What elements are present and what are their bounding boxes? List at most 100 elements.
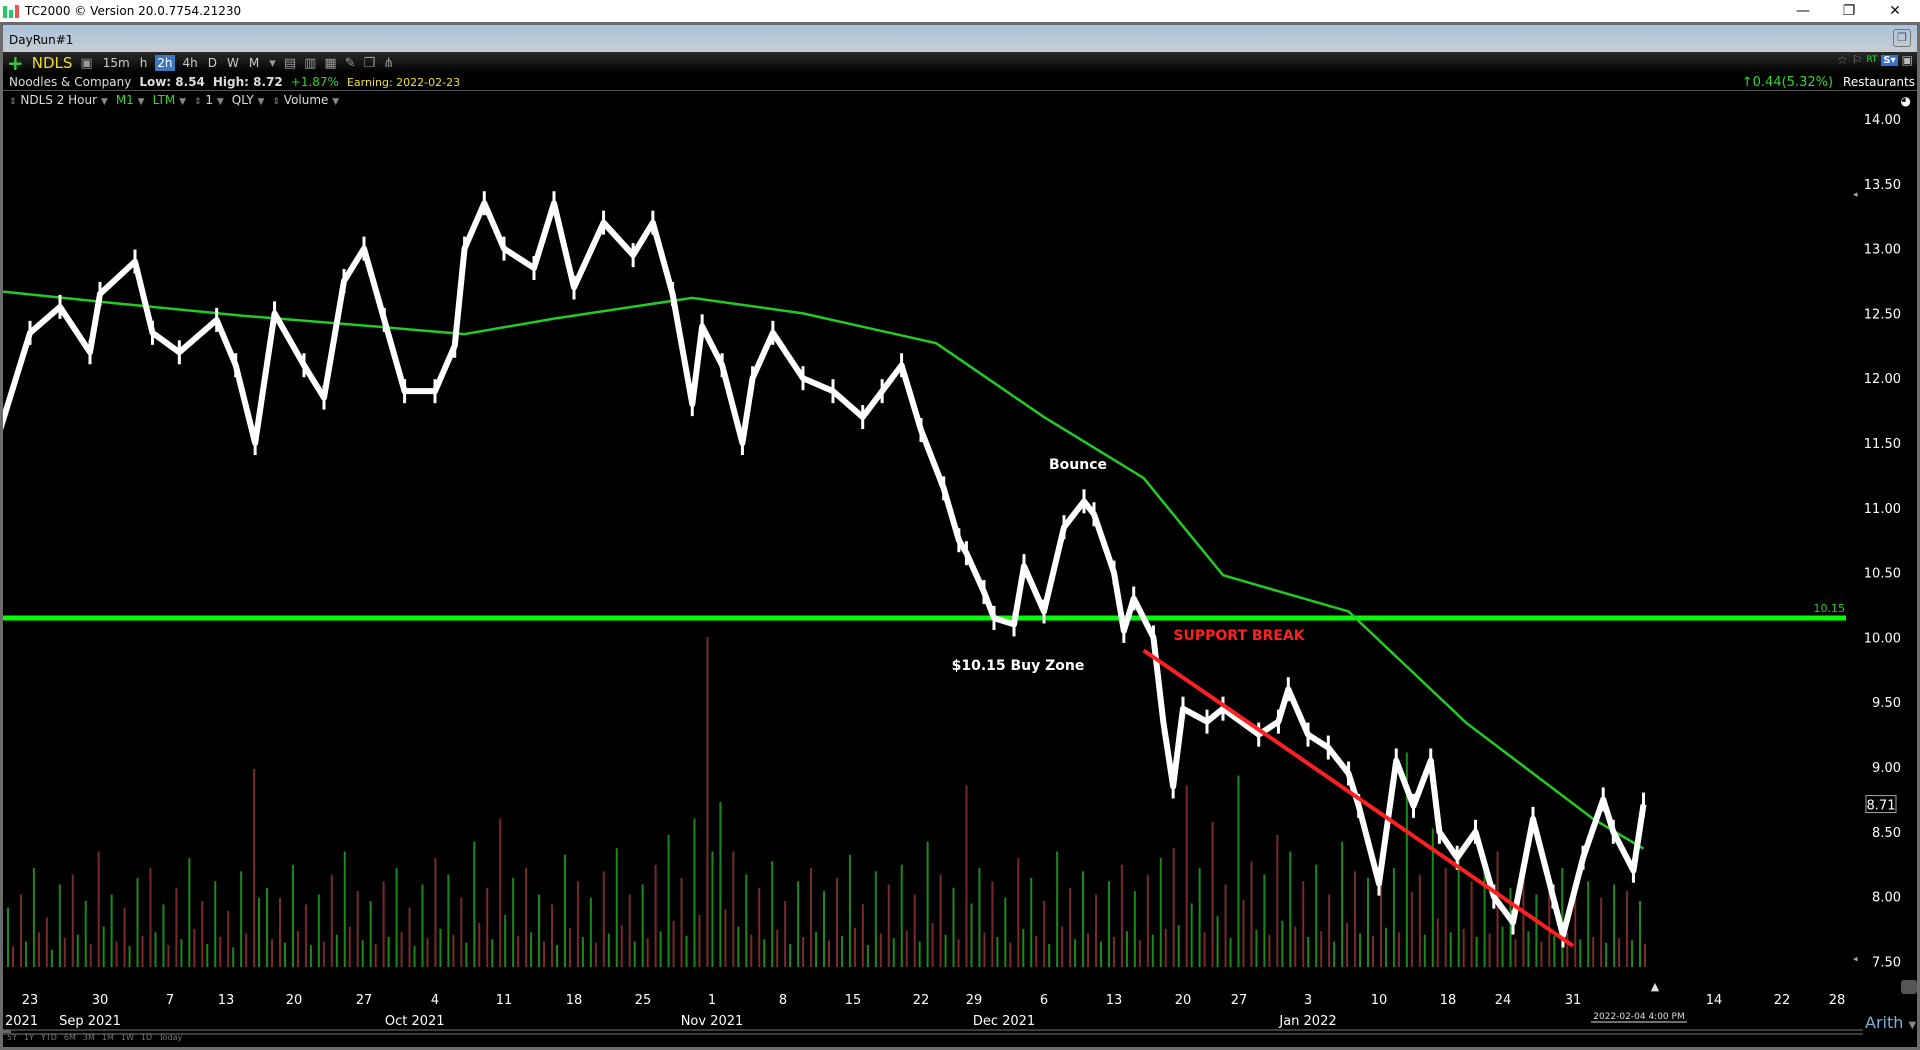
volume-bar <box>1315 864 1318 967</box>
news-icon[interactable]: ▣ <box>80 55 93 71</box>
symbol-ticker[interactable]: NDLS <box>31 54 73 72</box>
layout-tab[interactable]: DayRun#1 <box>9 33 74 47</box>
indicator-qly[interactable]: QLY ▼ <box>231 93 265 107</box>
range-button-1d[interactable]: 1D <box>140 1033 153 1042</box>
x-tick-label: 28 <box>1829 993 1846 1008</box>
scroll-right-button[interactable] <box>1901 980 1917 994</box>
volume-bar <box>1410 891 1413 967</box>
close-button[interactable]: ✕ <box>1889 3 1901 19</box>
range-button-6m[interactable]: 6M <box>63 1033 76 1042</box>
maximize-button[interactable]: ❐ <box>1842 3 1856 19</box>
timeframe-15m[interactable]: 15m <box>102 56 130 70</box>
symbol-info-bar: Noodles & Company Low: 8.54 High: 8.72 +… <box>3 74 1917 91</box>
volume-bar <box>879 933 882 967</box>
volume-bar <box>853 927 856 967</box>
timeframe-dropdown-icon[interactable]: ▾ <box>269 55 276 71</box>
indicator-ltm[interactable]: LTM ▼ <box>152 93 187 107</box>
volume-bar <box>1120 864 1123 967</box>
volume-bar <box>219 936 222 967</box>
annotation-support-break: SUPPORT BREAK <box>1173 628 1305 644</box>
restore-pane-icon[interactable]: ❐ <box>1893 29 1911 47</box>
color-palette-icon[interactable]: ◕ <box>1900 94 1911 108</box>
timeframe-W[interactable]: W <box>227 56 239 70</box>
volume-bar <box>1574 887 1577 967</box>
volume-bar <box>452 934 455 967</box>
price-chart[interactable]: 10.15 Bounce $10.15 Buy Zone SUPPORT BREAK 1… <box>3 52 1917 1047</box>
volume-bar <box>330 874 333 967</box>
y-tick-label: 9.00 <box>1872 761 1901 776</box>
range-button-today[interactable]: Today <box>159 1033 183 1042</box>
scan-button[interactable]: S▾ <box>1881 54 1898 66</box>
pencil-draw-icon[interactable]: ✎ <box>344 55 356 71</box>
volume-bar <box>240 871 243 967</box>
volume-bar <box>1431 828 1434 967</box>
volume-bar <box>1146 874 1149 967</box>
indicator-price[interactable]: ⇕ NDLS 2 Hour ▼ <box>9 93 108 107</box>
volume-bar <box>633 941 636 967</box>
bar-style-icon[interactable]: ▥ <box>304 55 317 71</box>
timeframe-h[interactable]: h <box>139 56 148 70</box>
volume-bar <box>206 943 209 967</box>
volume-bar <box>37 932 40 967</box>
volume-bar <box>413 946 416 967</box>
indicator-volume[interactable]: ⇕ Volume ▼ <box>272 93 340 107</box>
volume-bar <box>1618 938 1621 967</box>
volume-bar <box>439 928 442 967</box>
volume-bar <box>1320 931 1323 967</box>
volume-bar <box>1372 935 1374 967</box>
volume-bar <box>615 848 618 967</box>
timeframe-2h[interactable]: 2h <box>155 55 175 71</box>
volume-bar <box>1302 881 1305 967</box>
range-button-3m[interactable]: 3M <box>82 1033 95 1042</box>
x-tick-label: 27 <box>1231 993 1248 1008</box>
indicator-m1[interactable]: M1 ▼ <box>115 93 145 107</box>
volume-bar <box>1229 938 1232 967</box>
volume-bar <box>1190 903 1193 967</box>
volume-bar <box>758 887 761 967</box>
range-button-ytd[interactable]: YTD <box>40 1033 57 1042</box>
volume-bar <box>374 943 377 967</box>
volume-bar <box>395 868 398 967</box>
share-icon[interactable]: ⋔ <box>383 55 395 71</box>
last-bar-date-label: 2022-02-04 4:00 PM <box>1593 1012 1684 1022</box>
price-marker-icon: ◂ <box>1853 954 1858 964</box>
folders-icon[interactable]: ❒ <box>363 55 376 71</box>
indicator-1[interactable]: ⇕ 1 ▼ <box>194 93 224 107</box>
volume-bar <box>1328 894 1331 967</box>
volume-bar <box>309 945 312 967</box>
minimize-button[interactable]: — <box>1796 3 1810 19</box>
x-tick-label: 31 <box>1565 993 1582 1008</box>
indicator-row: ⇕ NDLS 2 Hour ▼ M1 ▼ LTM ▼ ⇕ 1 ▼ QLY ▼ ⇕… <box>9 93 339 107</box>
scale-mode-dropdown[interactable]: Arith ▼ <box>1865 1013 1917 1032</box>
x-tick-label: 24 <box>1495 993 1512 1008</box>
volume-bar <box>7 907 9 967</box>
industry-label[interactable]: Restaurants <box>1843 75 1915 89</box>
save-icon[interactable]: ▣ <box>1901 53 1913 67</box>
timeframe-D[interactable]: D <box>207 56 218 70</box>
timeframe-M[interactable]: M <box>248 56 260 70</box>
volume-bar <box>1384 927 1387 967</box>
range-button-1m[interactable]: 1M <box>101 1033 114 1042</box>
price-marker-icon: ◂ <box>1853 190 1858 200</box>
volume-bar <box>227 910 230 967</box>
star-watch-icon[interactable]: ☆ <box>1836 53 1848 67</box>
y-tick-label: 13.00 <box>1864 243 1901 258</box>
volume-bar <box>317 894 320 967</box>
chart-type-icon[interactable]: ▤ <box>283 55 297 71</box>
volume-bar <box>1561 868 1564 967</box>
timeframe-4h[interactable]: 4h <box>182 56 198 70</box>
calendar-add-icon[interactable]: ▦ <box>324 55 337 71</box>
volume-bar <box>382 881 385 967</box>
volume-bar <box>110 894 113 967</box>
volume-bar <box>1216 916 1219 967</box>
volume-bar <box>1483 871 1486 967</box>
flag-icon[interactable]: ⚐ <box>1851 53 1863 67</box>
add-symbol-icon[interactable]: + <box>7 51 24 75</box>
range-button-1y[interactable]: 1Y <box>23 1033 34 1042</box>
range-button-5y[interactable]: 5Y <box>7 1033 17 1042</box>
volume-bar <box>473 841 476 967</box>
volume-bar <box>840 935 843 967</box>
y-tick-label: 13.50 <box>1864 178 1901 193</box>
range-button-1w[interactable]: 1W <box>120 1033 134 1042</box>
volume-bar <box>12 946 14 967</box>
